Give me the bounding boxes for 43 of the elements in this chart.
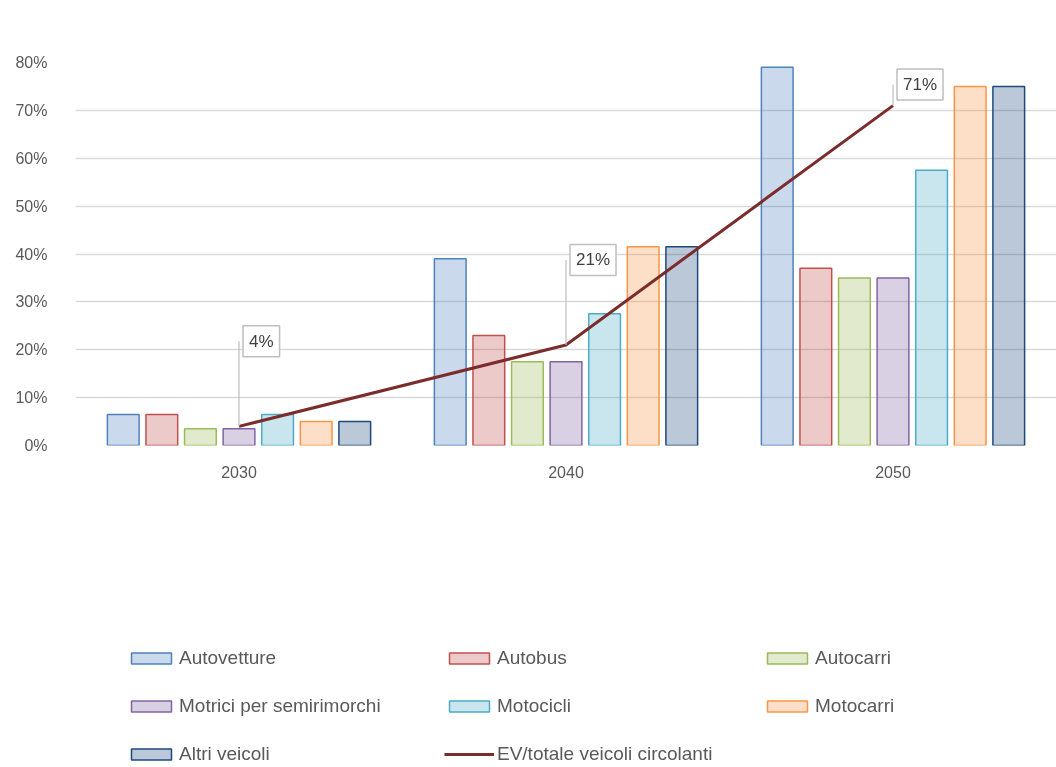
bar — [183, 427, 218, 446]
bar — [799, 267, 833, 446]
bar — [106, 413, 140, 446]
bar — [472, 334, 506, 446]
legend-label: Autovetture — [179, 647, 278, 669]
y-tick-label: 10% — [15, 389, 48, 407]
bar — [510, 360, 545, 446]
bar — [549, 360, 583, 446]
data-label: 4% — [249, 331, 274, 351]
x-tick-label: 2050 — [875, 463, 911, 481]
legend-label: EV/totale veicoli circolanti — [497, 743, 714, 765]
data-label: 71% — [903, 75, 938, 94]
data-label: 21% — [576, 250, 611, 270]
y-tick-label: 80% — [15, 54, 48, 71]
x-tick-label: 2040 — [548, 463, 584, 481]
y-tick-label: 50% — [15, 197, 48, 215]
bar — [222, 427, 256, 446]
y-tick-label: 0% — [24, 437, 48, 454]
legend-label: Autobus — [497, 647, 568, 669]
legend-label: Motrici per semirimorchi — [179, 695, 382, 717]
x-tick-label: 2030 — [221, 463, 257, 481]
legend-label: Motocarri — [815, 695, 896, 717]
legend-label: Autocarri — [815, 647, 893, 669]
y-tick-label: 30% — [15, 293, 48, 311]
bar — [587, 313, 622, 446]
y-tick-label: 60% — [15, 149, 48, 167]
bar — [433, 258, 467, 446]
bar — [626, 246, 660, 446]
bar — [665, 246, 699, 446]
bar — [992, 85, 1026, 446]
bar — [876, 277, 910, 446]
bar — [914, 169, 949, 446]
legend-label: Motocicli — [497, 695, 572, 717]
bar — [338, 420, 372, 446]
bar — [760, 66, 794, 446]
y-tick-label: 40% — [15, 245, 48, 263]
bar — [837, 277, 872, 446]
bar — [953, 85, 987, 446]
y-tick-label: 20% — [15, 341, 48, 359]
y-tick-label: 70% — [15, 101, 48, 119]
bar — [299, 420, 333, 446]
bar — [145, 413, 179, 446]
legend-label: Altri veicoli — [179, 743, 271, 765]
